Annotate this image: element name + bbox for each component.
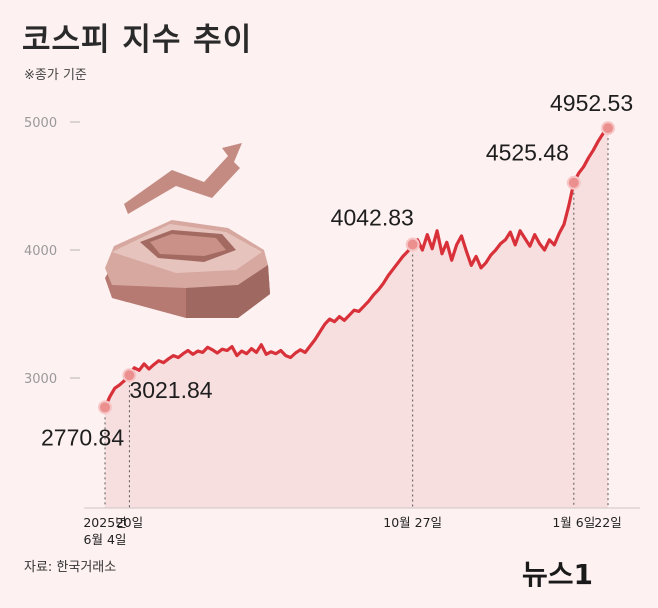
- value-label: 4042.83: [331, 205, 414, 231]
- y-tick-label: 5000: [24, 116, 57, 131]
- x-tick-label: 6월 4일: [84, 532, 127, 547]
- watermark-text: 뉴스1: [522, 558, 593, 591]
- x-tick-label: 10월 27일: [383, 515, 442, 530]
- series-area: [105, 128, 608, 508]
- x-axis-labels: 2025년 6월 4일 20일 10월 27일 1월 6일 22일: [83, 515, 621, 547]
- series-path: [103, 126, 610, 409]
- highlight-marker: [405, 237, 420, 252]
- series-line: [103, 126, 610, 409]
- value-label: 4525.48: [486, 140, 569, 166]
- x-tick-label: 22일: [594, 515, 621, 530]
- chart-title: 코스피 지수 추이: [22, 22, 253, 58]
- guide-lines: [104, 128, 609, 508]
- news1-logo: 뉴스1: [522, 558, 593, 591]
- y-axis: 3000 4000 5000: [24, 116, 80, 387]
- area-fill: [105, 128, 608, 508]
- highlight-marker: [98, 400, 112, 415]
- source-note: 자료: 한국거래소: [24, 560, 117, 575]
- highlight-marker: [122, 368, 137, 383]
- chart-subtitle: ※종가 기준: [24, 68, 87, 83]
- highlight-marker: [601, 121, 615, 136]
- x-tick-label: 20일: [116, 515, 143, 530]
- stock-exchange-building-rising-arrow-icon: [105, 143, 270, 318]
- highlight-markers: [98, 121, 615, 415]
- value-label: 3021.84: [129, 377, 212, 403]
- y-tick-label: 3000: [24, 372, 57, 387]
- y-tick-label: 4000: [24, 244, 57, 259]
- highlight-marker: [566, 175, 581, 190]
- value-label: 4952.53: [550, 90, 633, 116]
- value-label: 2770.84: [41, 424, 124, 450]
- x-tick-label: 1월 6일: [552, 515, 595, 530]
- x-tick-label: 2025년: [83, 515, 126, 530]
